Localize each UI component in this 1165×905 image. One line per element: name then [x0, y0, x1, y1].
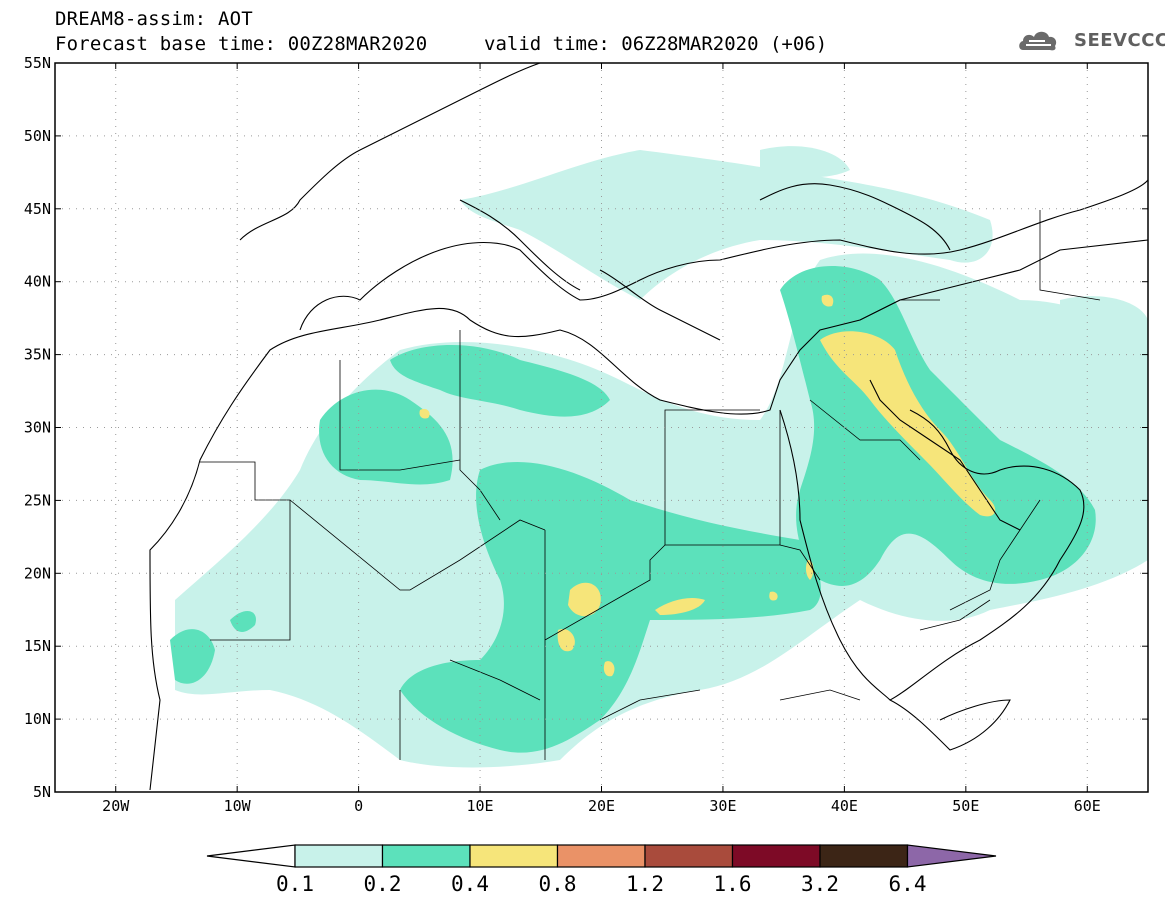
- colorbar-over-arrow: [906, 844, 997, 868]
- colorbar-box: [294, 844, 384, 868]
- aot-level-0.4: [419, 294, 996, 677]
- y-tick-label: 55N: [24, 54, 51, 72]
- y-tick-label: 45N: [24, 200, 51, 218]
- y-tick-label: 35N: [24, 346, 51, 364]
- x-tick-label: 50E: [952, 797, 979, 815]
- valid-time: valid time: 06Z28MAR2020 (+06): [484, 33, 828, 55]
- colorbar-level-label: 0.2: [364, 872, 402, 896]
- coastlines: [149, 63, 1148, 791]
- x-tick-label: 20W: [102, 797, 130, 815]
- colorbar-box: [819, 844, 909, 868]
- cloud-logo-icon: [1019, 31, 1057, 51]
- colorbar-level-label: 3.2: [801, 872, 839, 896]
- colorbar-level-label: 6.4: [889, 872, 927, 896]
- colorbar-box: [731, 844, 821, 868]
- colorbar-level-label: 1.2: [626, 872, 664, 896]
- x-tick-label: 0: [354, 797, 363, 815]
- colorbar-level-label: 0.1: [276, 872, 314, 896]
- y-tick-label: 5N: [33, 783, 51, 801]
- y-tick-label: 50N: [24, 127, 51, 145]
- aot-colorbar: 0.1 0.2 0.4 0.8 1.2 1.6 3.2 6.4: [206, 844, 997, 896]
- x-tick-label: 10W: [224, 797, 252, 815]
- colorbar-box: [469, 844, 559, 868]
- forecast-base-time: Forecast base time: 00Z28MAR2020: [55, 33, 428, 55]
- x-tick-label: 10E: [467, 797, 494, 815]
- colorbar-level-label: 0.8: [539, 872, 577, 896]
- colorbar-box: [556, 844, 646, 868]
- x-tick-label: 30E: [709, 797, 736, 815]
- colorbar-box: [381, 844, 471, 868]
- country-borders: [200, 210, 1101, 760]
- y-tick-label: 25N: [24, 491, 51, 509]
- colorbar-box: [644, 844, 734, 868]
- y-tick-label: 15N: [24, 637, 51, 655]
- y-tick-label: 10N: [24, 710, 51, 728]
- logo-text: SEEVCCC: [1074, 30, 1165, 51]
- colorbar-level-label: 0.4: [451, 872, 489, 896]
- colorbar-under-arrow: [206, 844, 296, 868]
- y-tick-label: 20N: [24, 564, 51, 582]
- graticule: [55, 63, 1148, 792]
- y-tick-label: 40N: [24, 273, 51, 291]
- x-tick-label: 40E: [831, 797, 858, 815]
- latitude-axis: 55N 50N 45N 40N 35N 30N 25N 20N 15N 10N 5N: [24, 54, 1148, 801]
- y-tick-label: 30N: [24, 419, 51, 437]
- colorbar-level-label: 1.6: [714, 872, 752, 896]
- x-tick-label: 20E: [588, 797, 615, 815]
- map-title: DREAM8-assim: AOT: [55, 8, 253, 30]
- aot-shading: [170, 146, 1148, 768]
- longitude-axis: 20W 10W 0 10E 20E 30E 40E 50E 60E: [102, 63, 1101, 815]
- x-tick-label: 60E: [1074, 797, 1101, 815]
